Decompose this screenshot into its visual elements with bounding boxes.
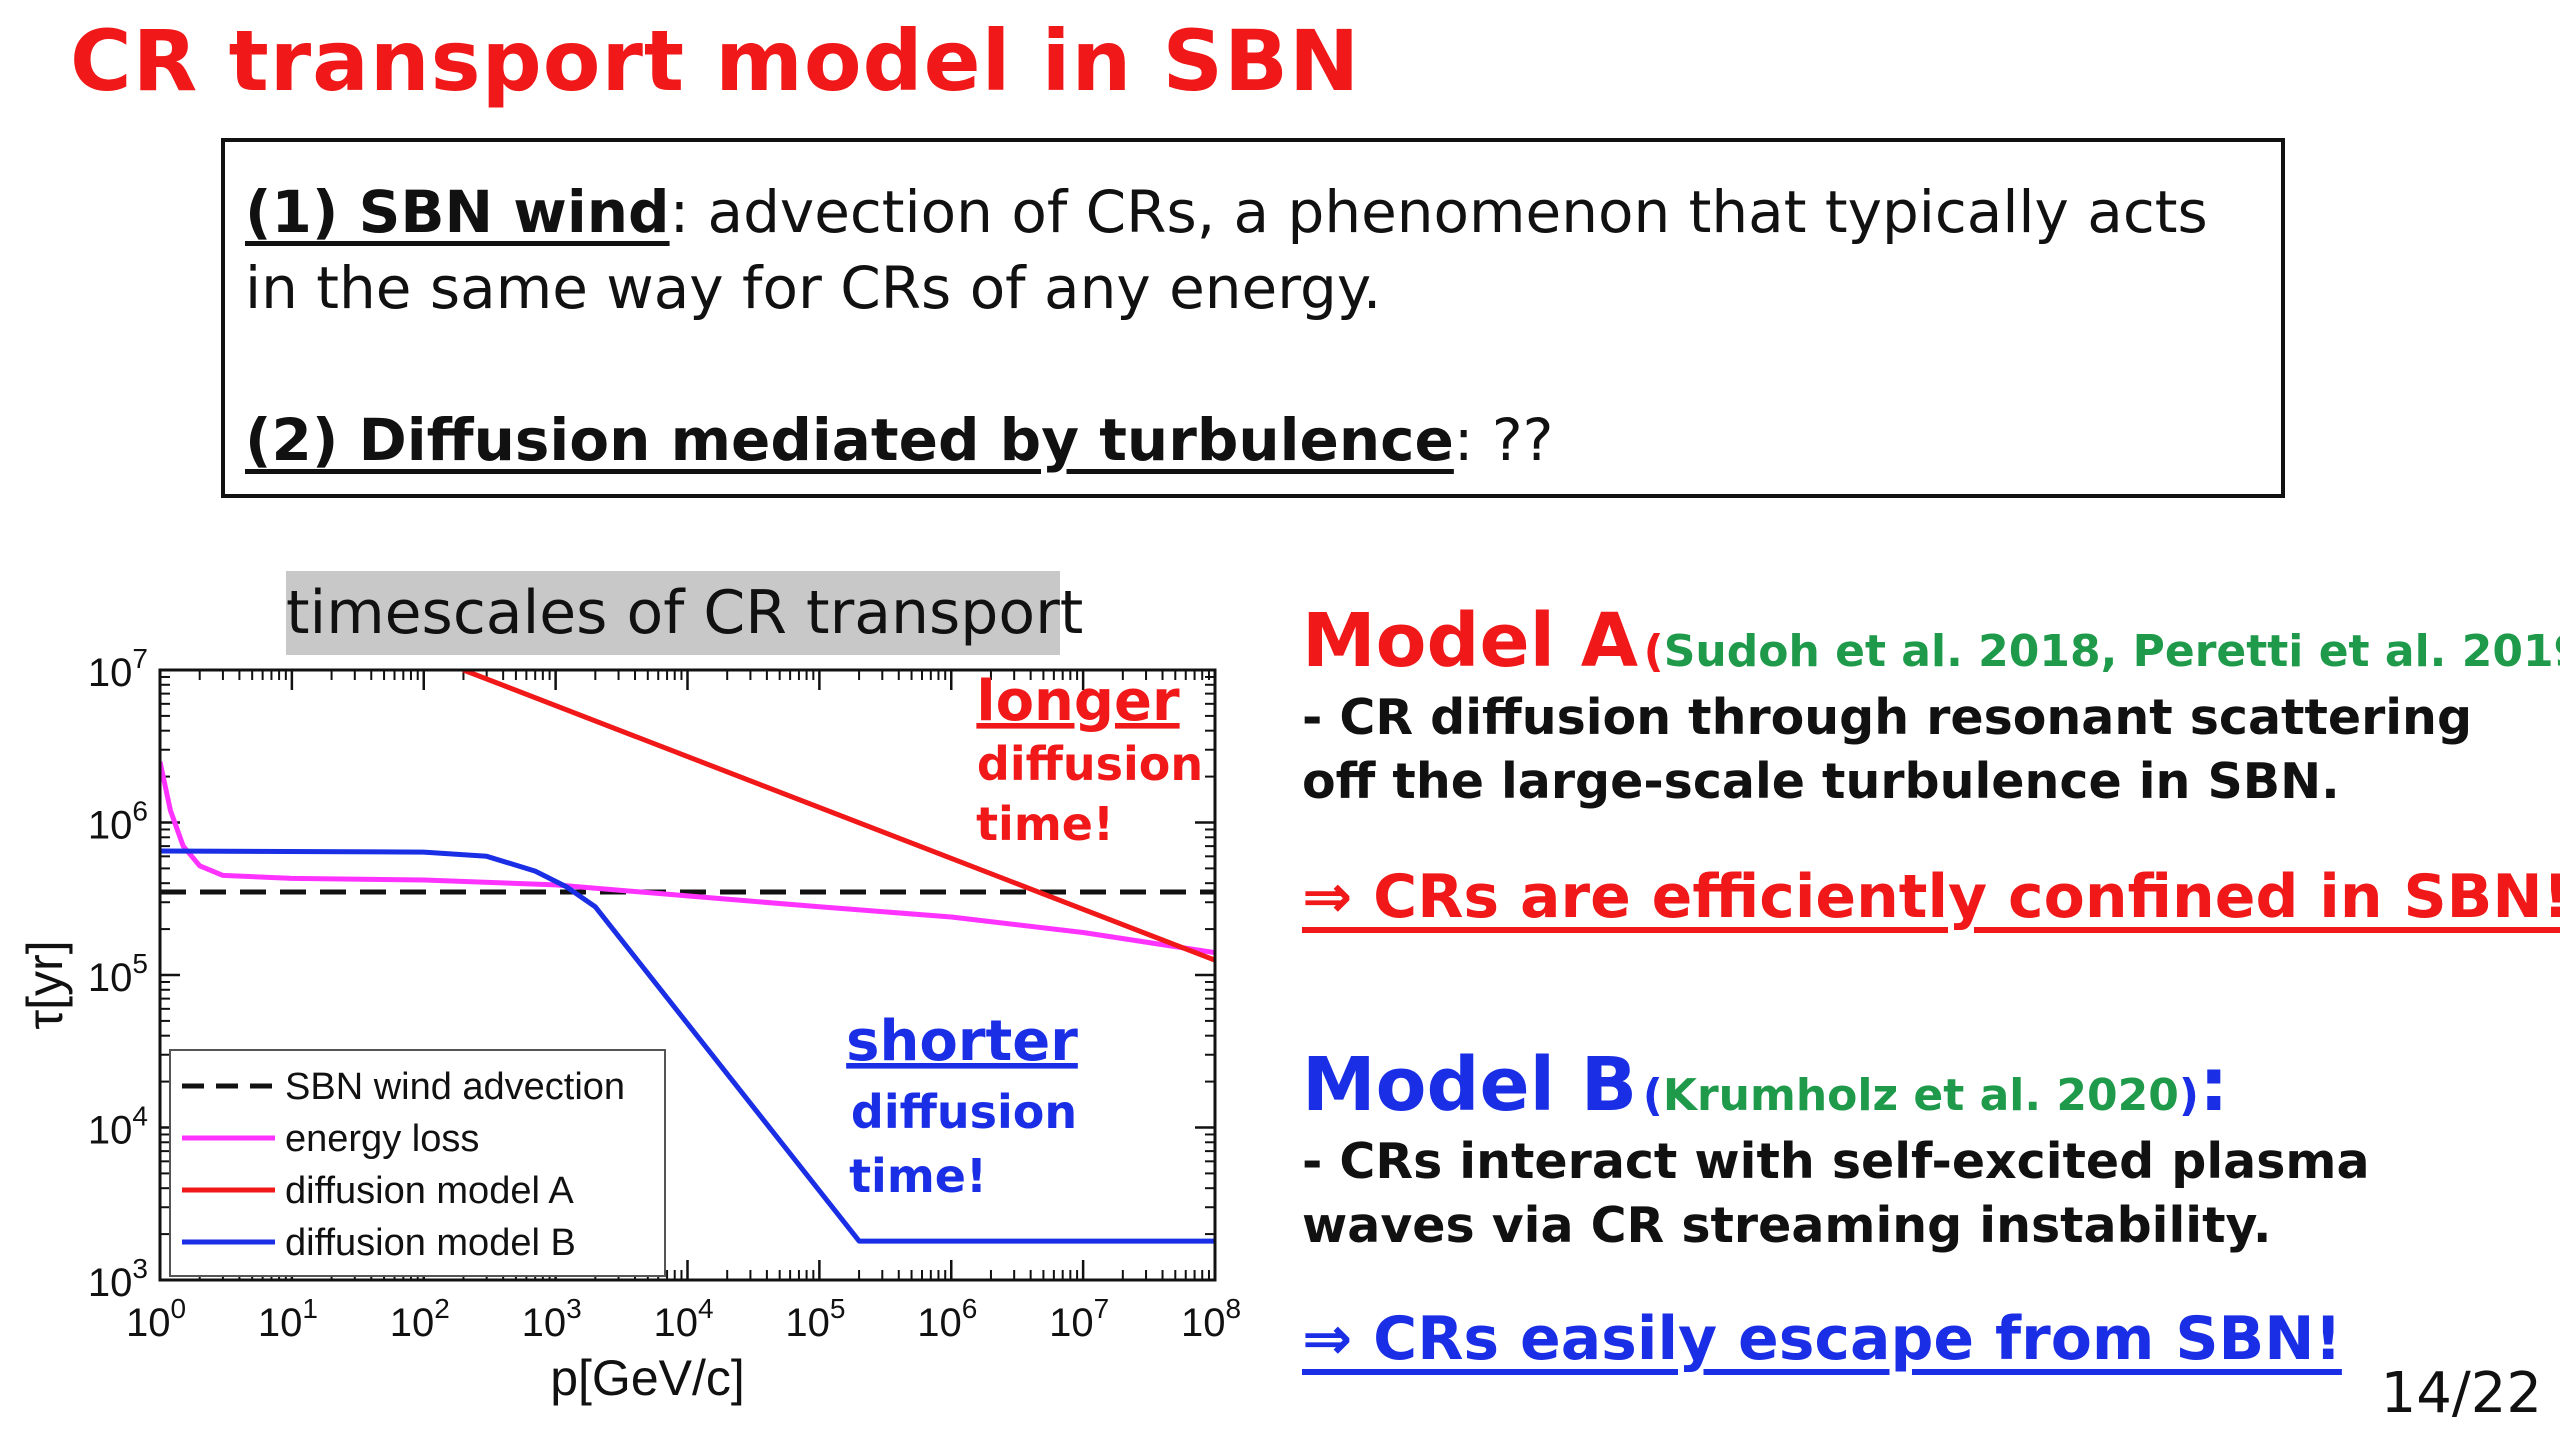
legend-label: SBN wind advection bbox=[285, 1066, 625, 1108]
mechanism-1-head: (1) SBN wind bbox=[245, 178, 670, 246]
model-b-conclusion: ⇒ CRs easily escape from SBN! bbox=[1302, 1304, 2342, 1374]
timescale-chart: 100 101 102 103 104 105 106 107 108 103 104 105 106 1… bbox=[17, 643, 1241, 1406]
model-a-reference: Sudoh et al. 2018, Peretti et al. 2019 bbox=[1663, 626, 2560, 677]
model-b-name: Model B bbox=[1302, 1042, 1638, 1128]
page-number: 14/22 bbox=[2380, 1361, 2542, 1426]
chart-title: timescales of CR transport bbox=[286, 571, 1083, 655]
slide-title: CR transport model in SBN bbox=[70, 12, 1361, 110]
x-axis-label: p[GeV/c] bbox=[550, 1350, 745, 1406]
annotation-shorter-diffusion: diffusion bbox=[851, 1085, 1077, 1139]
series-line-diffusion-model-b bbox=[160, 848, 1215, 1244]
model-a-ref-open: ( bbox=[1643, 626, 1664, 677]
model-b-ref-open: ( bbox=[1642, 1070, 1663, 1121]
x-tick-label: 103 bbox=[522, 1293, 582, 1345]
y-tick-label: 104 bbox=[88, 1101, 148, 1153]
model-b-description: - CRs interact with self-excited plasma … bbox=[1302, 1133, 2370, 1254]
annotation-longer-time: time! bbox=[976, 797, 1114, 851]
y-tick-label: 105 bbox=[88, 948, 148, 1000]
legend: SBN wind advection energy loss diffusion m… bbox=[169, 1049, 666, 1277]
y-tick-label: 106 bbox=[88, 796, 148, 848]
series-line-diffusion-model-a bbox=[462, 670, 1215, 963]
annotation-longer-diffusion: diffusion bbox=[977, 737, 1203, 791]
model-a-description: - CR diffusion through resonant scatteri… bbox=[1302, 689, 2473, 810]
annotation-shorter-time: time! bbox=[849, 1149, 987, 1203]
legend-label: diffusion model A bbox=[285, 1170, 574, 1212]
x-tick-label: 101 bbox=[258, 1293, 318, 1345]
annotation-longer: longer bbox=[976, 669, 1180, 734]
x-tick-label: 102 bbox=[390, 1293, 450, 1345]
x-tick-label: 100 bbox=[126, 1293, 186, 1345]
y-tick-label: 103 bbox=[88, 1253, 148, 1305]
y-tick-label: 107 bbox=[88, 643, 148, 695]
legend-label: energy loss bbox=[285, 1118, 479, 1160]
mechanism-2-head: (2) Diffusion mediated by turbulence bbox=[245, 406, 1454, 474]
legend-label: diffusion model B bbox=[285, 1222, 576, 1264]
model-b-heading: Model B (Krumholz et al. 2020): bbox=[1302, 1042, 2229, 1128]
mechanism-1-body: : advection of CRs, a phenomenon that ty… bbox=[245, 178, 2208, 322]
mechanism-2: (2) Diffusion mediated by turbulence: ?? bbox=[245, 402, 2261, 478]
plot-frame bbox=[158, 668, 1217, 1282]
x-tick-label: 106 bbox=[917, 1293, 977, 1345]
x-tick-label: 104 bbox=[653, 1293, 713, 1345]
model-b-colon: : bbox=[2198, 1042, 2229, 1128]
mechanism-2-body: : ?? bbox=[1453, 406, 1554, 474]
model-a-heading: Model A (Sudoh et al. 2018, Peretti et a… bbox=[1302, 598, 2560, 684]
series-group bbox=[160, 670, 1215, 1244]
model-b-ref-close: ) bbox=[2178, 1070, 2199, 1121]
model-a-conclusion: ⇒ CRs are efficiently confined in SBN! bbox=[1302, 862, 2560, 932]
x-tick-label: 108 bbox=[1181, 1293, 1241, 1345]
annotation-shorter: shorter bbox=[846, 1009, 1078, 1074]
y-axis-label: τ[yr] bbox=[17, 940, 73, 1029]
series-line-energy-loss bbox=[160, 761, 1215, 956]
model-a-name: Model A bbox=[1302, 598, 1639, 684]
mechanism-1: (1) SBN wind: advection of CRs, a phenom… bbox=[245, 174, 2261, 326]
x-tick-label: 107 bbox=[1049, 1293, 1109, 1345]
model-b-reference: Krumholz et al. 2020 bbox=[1662, 1070, 2179, 1121]
transport-mechanisms-box: (1) SBN wind: advection of CRs, a phenom… bbox=[221, 138, 2285, 498]
x-tick-label: 105 bbox=[785, 1293, 845, 1345]
